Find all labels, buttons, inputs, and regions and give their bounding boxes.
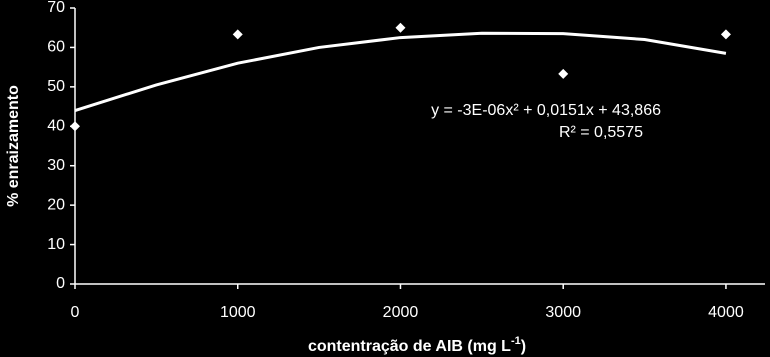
y-tick-label: 50 <box>47 78 65 95</box>
y-tick-label: 30 <box>47 157 65 174</box>
data-point <box>558 68 569 79</box>
trend-equation: y = -3E-06x² + 0,0151x + 43,866 <box>431 102 661 119</box>
x-axis-title-sup: -1 <box>511 335 521 347</box>
y-tick-label: 60 <box>47 39 65 56</box>
y-axis-title: % enraizamento <box>5 85 22 207</box>
data-point <box>395 22 406 33</box>
y-tick-label: 20 <box>47 196 65 213</box>
x-tick-label: 2000 <box>383 304 419 321</box>
x-axis-title-main: contentração de AIB (mg L <box>308 338 511 355</box>
x-tick-label: 4000 <box>708 304 744 321</box>
trend-line <box>74 31 727 112</box>
y-tick-label: 40 <box>47 118 65 135</box>
x-tick-label: 0 <box>71 304 80 321</box>
x-tick-label: 1000 <box>220 304 256 321</box>
data-point <box>232 29 243 40</box>
data-point <box>720 29 731 40</box>
y-tick-label: 10 <box>47 236 65 253</box>
y-tick-label: 0 <box>56 275 65 292</box>
data-point <box>70 121 80 132</box>
x-axis-title: contentração de AIB (mg L-1) <box>308 335 526 355</box>
x-tick-label: 3000 <box>545 304 581 321</box>
r-squared: R² = 0,5575 <box>559 124 643 141</box>
y-tick-label: 70 <box>47 0 65 16</box>
x-axis-title-end: ) <box>521 338 526 355</box>
